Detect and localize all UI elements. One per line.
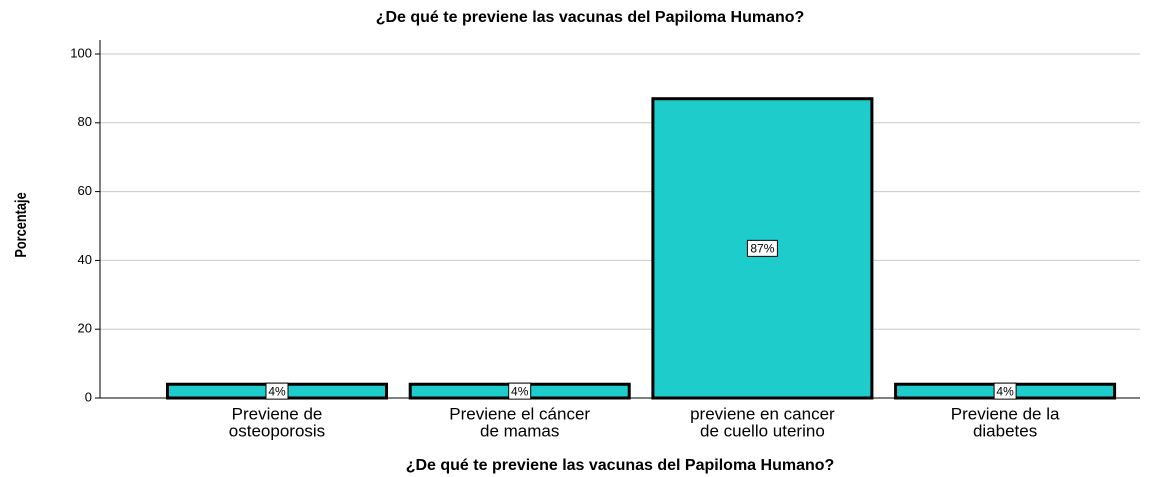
- value-label: 4%: [996, 384, 1014, 398]
- x-tick-label: Previene de la: [951, 404, 1060, 423]
- x-axis-title: ¿De qué te previene las vacunas del Papi…: [406, 457, 835, 474]
- x-tick-label: de cuello uterino: [700, 421, 825, 440]
- value-label-box: [508, 382, 532, 400]
- y-tick-label: 80: [78, 114, 92, 129]
- x-tick-label: previene en cancer: [690, 404, 835, 423]
- y-tick-label: 100: [70, 45, 92, 60]
- value-label: 87%: [750, 242, 774, 256]
- y-tick-label: 60: [78, 183, 92, 198]
- chart-title: ¿De qué te previene las vacunas del Papi…: [376, 9, 805, 26]
- value-label-box: [993, 382, 1017, 400]
- x-tick-label: osteoporosis: [229, 421, 325, 440]
- y-tick-label: 40: [78, 252, 92, 267]
- value-label: 4%: [268, 384, 286, 398]
- y-tick-label: 20: [78, 321, 92, 336]
- value-label-box: [746, 239, 778, 257]
- x-tick-label: Previene de: [232, 404, 323, 423]
- value-label-box: [265, 382, 289, 400]
- x-tick-label: de mamas: [480, 421, 559, 440]
- y-tick-label: 0: [85, 389, 92, 404]
- value-label: 4%: [511, 384, 529, 398]
- y-axis-title: Porcentaje: [13, 192, 31, 257]
- x-tick-label: Previene el cáncer: [449, 404, 590, 423]
- x-tick-label: diabetes: [973, 421, 1037, 440]
